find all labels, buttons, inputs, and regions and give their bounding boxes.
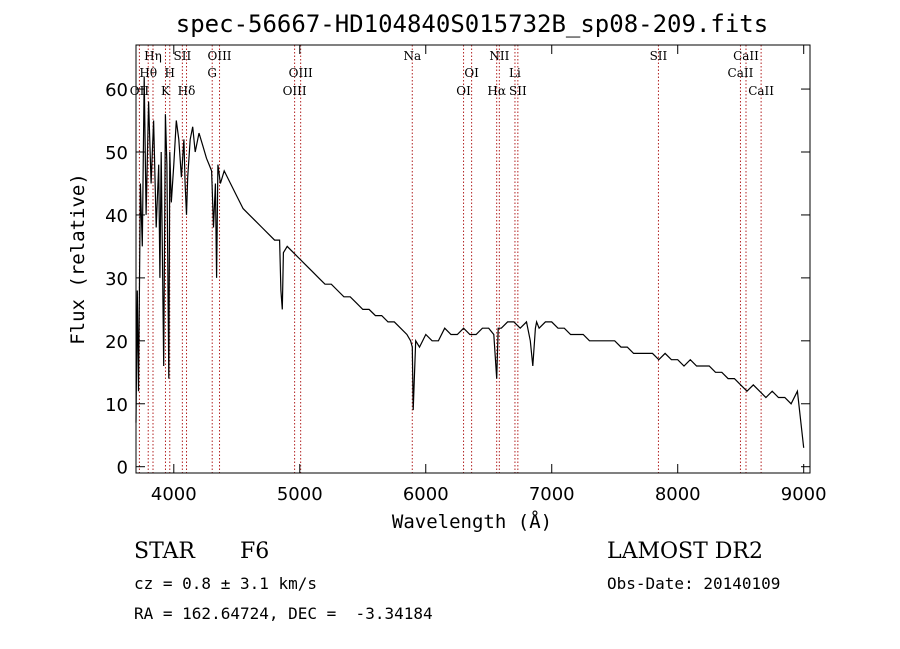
emission-line-label: NII: [489, 49, 509, 63]
object-class: STAR: [134, 539, 195, 564]
spectrum-series-line: [135, 76, 805, 448]
emission-line-label: CaII: [728, 66, 754, 80]
emission-line-label: CaII: [748, 84, 774, 98]
y-tick-label: 30: [105, 269, 128, 290]
coordinates: RA = 162.64724, DEC = -3.34184: [134, 604, 433, 623]
y-tick-label: 20: [105, 332, 128, 353]
emission-line-label: Hθ: [139, 66, 157, 80]
chart-title: spec-56667-HD104840S015732B_sp08-209.fit…: [176, 10, 768, 38]
x-axis-label: Wavelength (Å): [392, 510, 552, 533]
redshift-velocity: cz = 0.8 ± 3.1 km/s: [134, 574, 318, 593]
subclass: F6: [240, 539, 270, 564]
emission-line-label: OI: [456, 84, 471, 98]
y-tick-label: 10: [105, 395, 128, 416]
y-tick-label: 60: [105, 80, 128, 101]
y-tick-label: 50: [105, 143, 128, 164]
emission-line-label: K: [161, 84, 171, 98]
emission-line-label: SII: [509, 84, 527, 98]
emission-line-label: Li: [509, 66, 521, 80]
y-axis-label: Flux (relative): [67, 173, 89, 345]
emission-line-labels: Hη SII OIII Na NII SII CaII Hθ H G OIII OI Li CaII OII…: [130, 49, 775, 98]
emission-line-label: Hδ: [178, 84, 196, 98]
x-tick-label: 8000: [655, 484, 701, 505]
emission-line-label: SII: [650, 49, 668, 63]
emission-line-markers: [138, 45, 762, 473]
x-tick-label: 7000: [529, 484, 575, 505]
emission-line-label: OIII: [207, 49, 231, 63]
y-tick-label: 0: [117, 458, 128, 479]
observation-date: Obs-Date: 20140109: [607, 574, 781, 593]
emission-line-label: OI: [464, 66, 479, 80]
x-tick-label: 9000: [781, 484, 827, 505]
emission-line-label: Hα: [487, 84, 506, 98]
emission-line-label: OIII: [283, 84, 307, 98]
emission-line-label: H: [165, 66, 175, 80]
emission-line-label: OII: [130, 84, 150, 98]
plot-frame: [135, 44, 811, 474]
y-tick-label: 40: [105, 206, 128, 227]
x-axis-ticks: 4000 5000 6000 7000 8000 9000: [151, 45, 827, 505]
emission-line-label: SII: [174, 49, 192, 63]
emission-line-label: OIII: [289, 66, 313, 80]
emission-line-label: CaII: [733, 49, 759, 63]
y-axis-ticks: 0 10 20 30 40 50 60: [105, 80, 810, 479]
x-tick-label: 4000: [151, 484, 197, 505]
survey-label: LAMOST DR2: [607, 539, 763, 564]
emission-line-label: Hη: [144, 49, 162, 63]
x-tick-label: 5000: [277, 484, 323, 505]
x-tick-label: 6000: [403, 484, 449, 505]
emission-line-label: G: [207, 66, 217, 80]
emission-line-label: Na: [403, 49, 421, 63]
